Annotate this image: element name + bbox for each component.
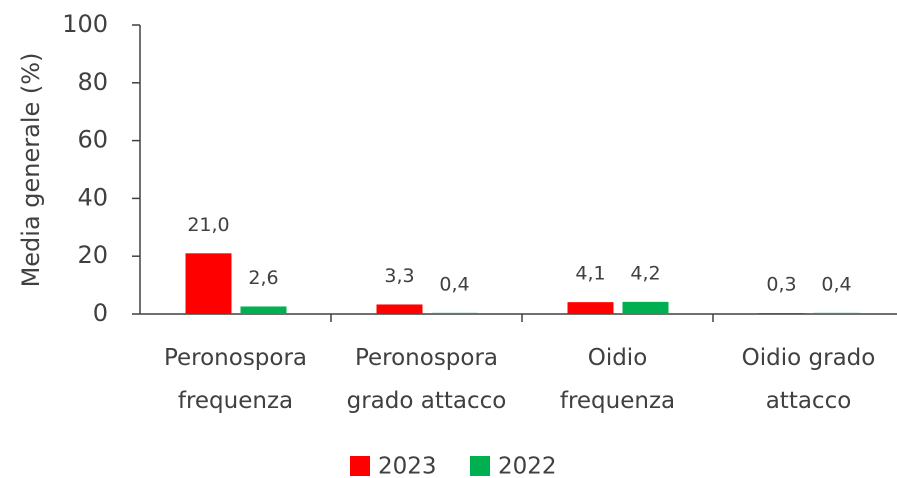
bar	[376, 304, 423, 314]
legend-label: 2022	[498, 454, 557, 478]
x-tick-label: Peronospora frequenza	[164, 345, 307, 414]
y-tick-label: 80	[77, 68, 108, 96]
value-label: 4,1	[575, 263, 605, 285]
y-tick-label: 60	[77, 126, 108, 154]
y-axis-title: Media generale (%)	[17, 53, 45, 288]
y-tick-label: 100	[62, 10, 108, 38]
y-tick-label: 40	[77, 183, 108, 211]
bar	[240, 306, 287, 314]
bar	[185, 253, 232, 314]
value-label: 0,3	[766, 274, 796, 296]
bar	[431, 312, 478, 314]
bar	[813, 312, 860, 314]
y-tick-label: 20	[77, 241, 108, 269]
value-label: 0,4	[821, 273, 851, 295]
x-tick-label: Oidio frequenza	[560, 345, 675, 414]
legend-label: 2023	[378, 454, 437, 478]
bar	[622, 301, 669, 314]
value-label: 21,0	[187, 214, 229, 236]
bar	[758, 313, 805, 314]
legend-swatch	[470, 456, 490, 476]
y-tick-label: 0	[93, 299, 108, 327]
legend-swatch	[350, 456, 370, 476]
value-label: 2,6	[248, 267, 278, 289]
value-label: 0,4	[439, 273, 469, 295]
value-label: 4,2	[630, 262, 660, 284]
x-tick-label: Peronospora grado attacco	[347, 345, 507, 414]
x-tick-label: Oidio grado attacco	[742, 345, 876, 414]
bar	[567, 302, 614, 314]
value-label: 3,3	[384, 265, 414, 287]
